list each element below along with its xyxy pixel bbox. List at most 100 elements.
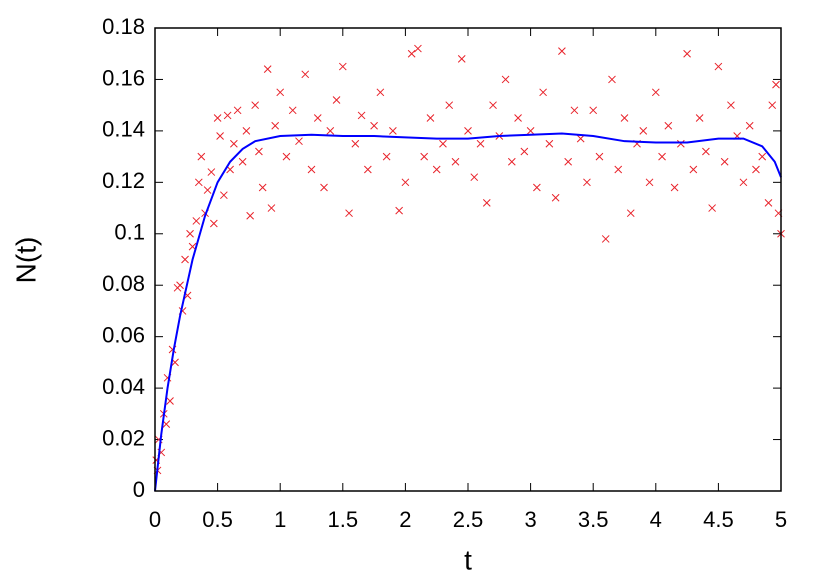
data-point: [186, 229, 194, 238]
data-point: [242, 127, 251, 135]
data-point: [702, 147, 710, 156]
data-point: [370, 121, 378, 130]
data-point: [451, 157, 460, 166]
data-point: [482, 199, 491, 207]
data-point: [313, 114, 322, 122]
data-point: [376, 88, 385, 97]
data-point: [203, 186, 212, 194]
data-point: [764, 199, 773, 207]
data-point: [420, 152, 429, 161]
data-point: [166, 397, 174, 405]
data-point: [464, 127, 472, 135]
x-tick-label: 1: [274, 507, 286, 532]
data-point: [639, 127, 648, 135]
data-point: [382, 152, 391, 161]
x-tick-label: 3: [524, 507, 536, 532]
y-tick-label: 0.14: [102, 117, 145, 142]
data-point: [363, 165, 372, 174]
y-tick-label: 0.08: [102, 271, 145, 296]
data-point: [558, 47, 566, 56]
data-point: [514, 114, 522, 122]
data-point: [223, 111, 232, 120]
data-point: [230, 139, 238, 148]
data-point: [545, 139, 554, 148]
data-point: [645, 178, 654, 187]
data-point: [520, 147, 529, 156]
data-point: [351, 139, 360, 148]
data-point: [752, 165, 760, 174]
x-tick-label: 5: [775, 507, 787, 532]
data-point: [626, 209, 635, 218]
data-point: [445, 101, 454, 110]
data-point: [307, 165, 316, 174]
data-point: [589, 106, 598, 115]
data-point: [301, 70, 310, 79]
x-tick-label: 4.5: [703, 507, 734, 532]
data-point: [238, 157, 247, 166]
data-point: [595, 152, 604, 161]
data-point: [583, 178, 591, 187]
x-tick-label: 0: [149, 507, 161, 532]
data-point: [526, 127, 535, 135]
y-tick-label: 0.06: [102, 322, 145, 347]
data-point: [263, 65, 272, 74]
data-point: [476, 139, 485, 148]
data-point: [233, 106, 242, 115]
data-point: [176, 281, 184, 290]
plot-frame: [154, 27, 782, 492]
data-point: [576, 134, 585, 143]
x-tick-label: 3.5: [578, 507, 609, 532]
data-point: [209, 219, 218, 228]
data-point: [683, 49, 691, 58]
y-tick-label: 0.12: [102, 168, 145, 193]
data-point: [271, 121, 280, 130]
data-point: [401, 178, 410, 187]
data-point: [739, 178, 748, 187]
data-point: [338, 62, 347, 71]
data-point: [758, 152, 767, 161]
data-point: [345, 209, 353, 218]
x-tick-label: 2.5: [453, 507, 484, 532]
data-point: [489, 101, 497, 110]
data-point: [768, 101, 777, 110]
fit-line: [154, 132, 782, 492]
y-tick-label: 0.04: [102, 374, 145, 399]
data-point: [620, 114, 629, 122]
y-tick-label: 0.02: [102, 425, 145, 450]
data-point: [282, 152, 291, 161]
data-point: [332, 96, 341, 104]
x-tick-label: 0.5: [202, 507, 233, 532]
y-tick-label: 0.18: [102, 14, 145, 39]
data-point: [267, 204, 276, 212]
data-point: [708, 204, 716, 212]
data-point: [395, 206, 403, 215]
data-point: [470, 173, 479, 182]
data-point: [539, 88, 547, 97]
data-point: [727, 101, 735, 110]
data-point: [772, 80, 780, 89]
data-point: [414, 44, 422, 53]
data-point: [608, 75, 616, 84]
data-point: [320, 183, 328, 192]
data-point: [651, 88, 660, 97]
data-point: [216, 132, 224, 140]
y-tick-label: 0.16: [102, 65, 145, 90]
data-point: [533, 183, 541, 192]
data-point: [551, 193, 560, 202]
y-tick-label: 0: [133, 477, 145, 502]
data-point: [570, 106, 579, 115]
data-point: [295, 137, 303, 146]
x-tick-label: 4: [650, 507, 662, 532]
data-point: [220, 191, 228, 200]
data-point: [181, 255, 189, 264]
data-point: [288, 106, 297, 115]
data-point: [507, 157, 516, 166]
data-point: [407, 49, 416, 58]
data-point: [251, 101, 260, 110]
data-point: [457, 55, 466, 63]
data-point: [357, 111, 366, 120]
data-point: [670, 183, 679, 192]
